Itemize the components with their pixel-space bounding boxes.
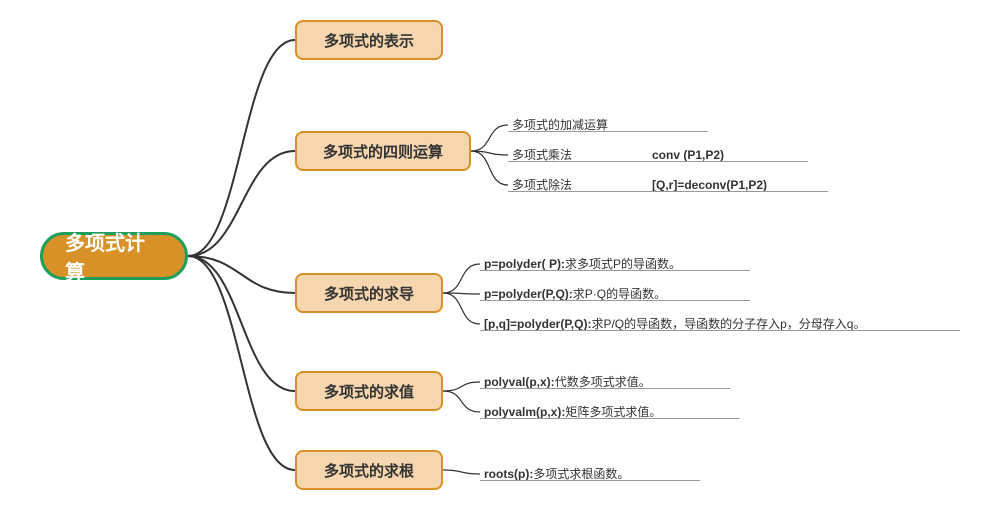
leaf-node-6: polyval(p,x):代数多项式求值。	[480, 370, 655, 393]
leaf-code: [Q,r]=deconv(P1,P2)	[652, 178, 767, 192]
connector-path	[188, 256, 295, 293]
leaf-node-5: [p,q]=polyder(P,Q):求P/Q的导函数，导函数的分子存入p，分母…	[480, 312, 869, 335]
leaf-underline	[480, 300, 750, 301]
leaf-underline	[508, 131, 708, 132]
leaf-node-7: polyvalm(p,x):矩阵多项式求值。	[480, 400, 665, 423]
branch-node-b4: 多项式的求值	[295, 371, 443, 411]
leaf-code: conv (P1,P2)	[652, 148, 724, 162]
leaf-code: p=polyder( P):	[484, 257, 565, 271]
leaf-node-4: p=polyder(P,Q):求P·Q的导函数。	[480, 282, 670, 305]
leaf-desc: 求P/Q的导函数，导函数的分子存入p，分母存入q。	[591, 317, 865, 331]
root-node: 多项式计算	[40, 232, 188, 280]
connector-path	[443, 264, 480, 293]
leaf-node-3: p=polyder( P):求多项式P的导函数。	[480, 252, 685, 275]
leaf-underline	[480, 388, 730, 389]
connector-path	[471, 151, 508, 155]
leaf-node-1: 多项式乘法conv (P1,P2)	[508, 143, 728, 166]
leaf-code: p=polyder(P,Q):	[484, 287, 573, 301]
leaf-desc: 求P·Q的导函数。	[573, 287, 666, 301]
leaf-underline	[480, 480, 700, 481]
connector-path	[443, 293, 480, 294]
leaf-desc: 求多项式P的导函数。	[565, 257, 681, 271]
leaf-code: roots(p):	[484, 467, 533, 481]
leaf-node-8: roots(p):多项式求根函数。	[480, 462, 633, 485]
branch-node-b3: 多项式的求导	[295, 273, 443, 313]
leaf-code: polyval(p,x):	[484, 375, 555, 389]
connector-path	[471, 125, 508, 151]
connector-path	[188, 40, 295, 256]
connector-path	[443, 470, 480, 474]
branch-node-b1: 多项式的表示	[295, 20, 443, 60]
leaf-underline	[508, 191, 828, 192]
connector-path	[471, 151, 508, 185]
connector-path	[443, 293, 480, 324]
leaf-code: [p,q]=polyder(P,Q):	[484, 317, 591, 331]
branch-node-b2: 多项式的四则运算	[295, 131, 471, 171]
leaf-node-0: 多项式的加减运算	[508, 113, 612, 136]
connector-path	[443, 382, 480, 391]
leaf-underline	[508, 161, 808, 162]
leaf-underline	[480, 418, 740, 419]
connector-path	[188, 256, 295, 391]
connector-path	[188, 256, 295, 470]
leaf-underline	[480, 330, 960, 331]
leaf-underline	[480, 270, 750, 271]
leaf-desc: 代数多项式求值。	[555, 375, 651, 389]
leaf-node-2: 多项式除法[Q,r]=deconv(P1,P2)	[508, 173, 771, 196]
connector-path	[188, 151, 295, 256]
branch-node-b5: 多项式的求根	[295, 450, 443, 490]
connector-path	[443, 391, 480, 412]
leaf-code: polyvalm(p,x):	[484, 405, 565, 419]
leaf-desc: 多项式求根函数。	[533, 467, 629, 481]
leaf-desc: 矩阵多项式求值。	[565, 405, 661, 419]
